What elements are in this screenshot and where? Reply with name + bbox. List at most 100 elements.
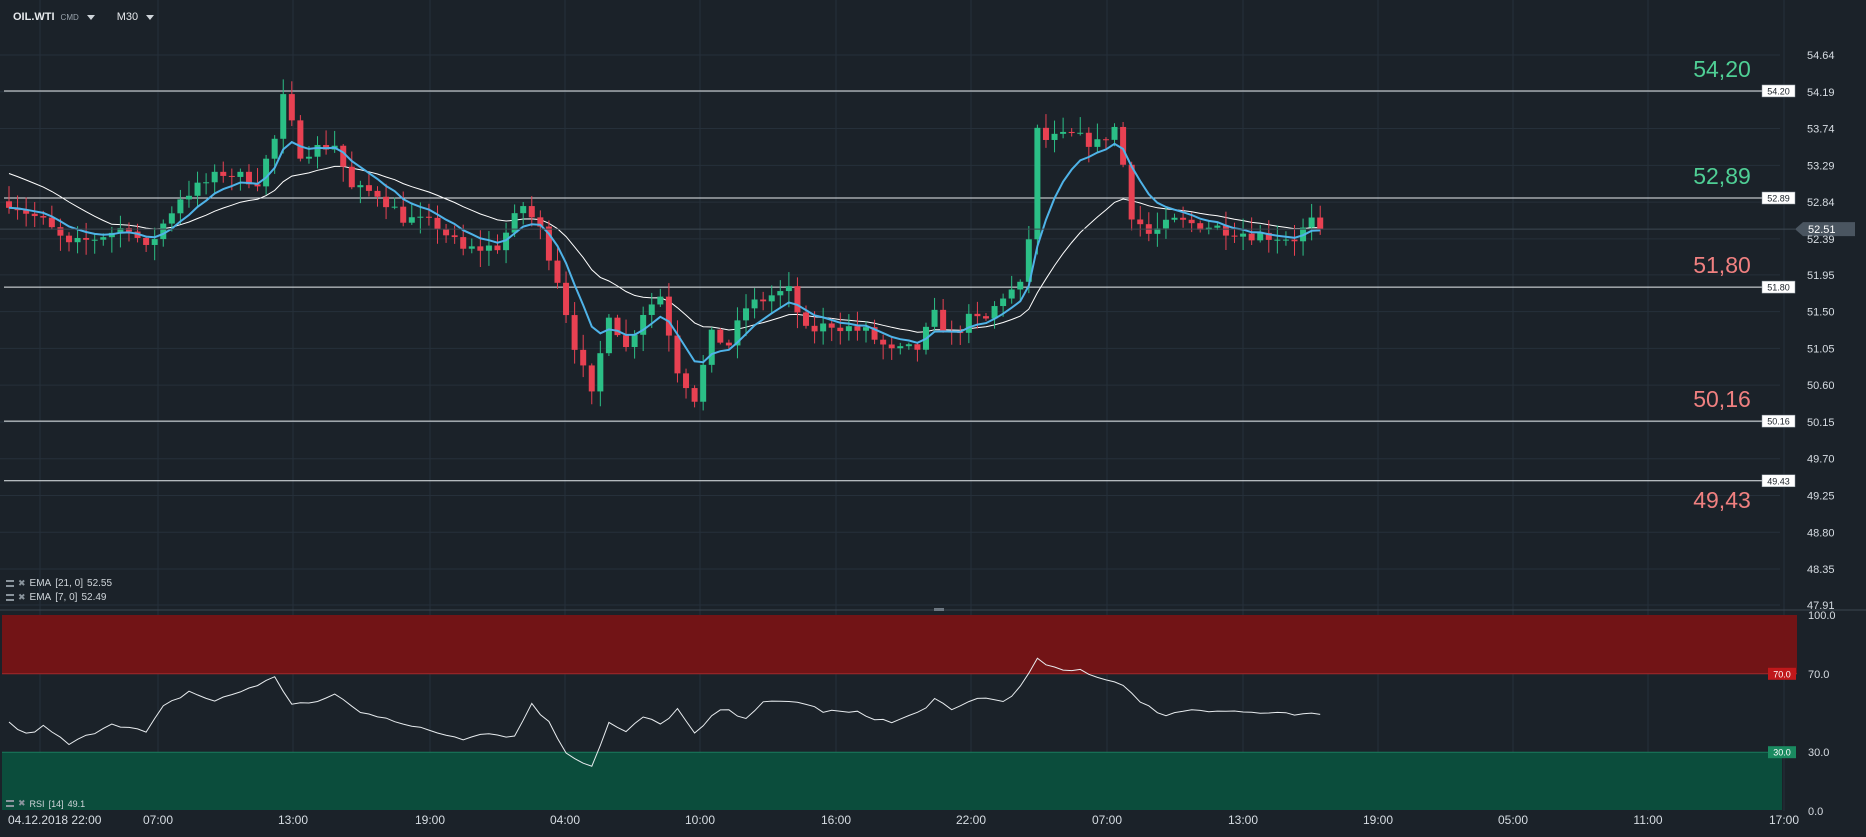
candles[interactable]: [6, 79, 1324, 411]
ema7-line: [8, 140, 1321, 364]
price-tick-2: 53.74: [1807, 124, 1835, 136]
candle-body-53: [460, 237, 467, 249]
rsi-tick-2: 30.0: [1808, 747, 1829, 759]
price-levels[interactable]: 54.20 54,20 52.89 52,89 51.80 51,80 50.16 50,16…: [4, 56, 1796, 513]
level-tag-1: 52.89: [1767, 194, 1790, 204]
price-tick-1: 54.19: [1807, 87, 1835, 99]
chart-header: OIL.WTI CMD M30: [13, 11, 155, 23]
price-tick-3: 53.29: [1807, 160, 1835, 172]
legend-ema21[interactable]: ✖ EMA [21, 0] 52.55: [6, 578, 112, 589]
time-tick-2: 13:00: [278, 813, 308, 827]
candle-body-68: [588, 365, 595, 392]
candle-body-138: [1188, 219, 1195, 224]
candle-body-94: [811, 325, 818, 332]
legend-ema7[interactable]: ✖ EMA [7, 0] 52.49: [6, 592, 107, 603]
price-tick-0: 54.64: [1807, 50, 1835, 62]
price-tick-6: 51.95: [1807, 270, 1835, 282]
level-label-4: 49,43: [1693, 487, 1751, 513]
candle-body-75: [648, 304, 655, 315]
candle-body-61: [528, 206, 535, 218]
time-tick-13: 17:00: [1769, 813, 1799, 827]
candle-body-19: [168, 213, 175, 224]
close-icon[interactable]: ✖: [18, 798, 26, 808]
candle-body-143: [1231, 235, 1238, 237]
close-icon[interactable]: ✖: [18, 578, 26, 588]
symbol-name[interactable]: OIL.WTI: [13, 11, 55, 23]
legend-rsi[interactable]: ✖ RSI [14] 49.1: [6, 798, 85, 809]
candle-body-42: [365, 185, 372, 191]
candle-body-41: [357, 185, 364, 188]
candle-body-114: [982, 316, 989, 319]
candle-body-33: [288, 94, 295, 121]
level-tag-4: 49.43: [1767, 476, 1790, 486]
time-tick-1: 07:00: [143, 813, 173, 827]
rsi-line: [8, 657, 1321, 767]
price-tick-10: 50.15: [1807, 417, 1835, 429]
settings-icon[interactable]: [6, 580, 14, 587]
grid: [0, 0, 1866, 811]
candle-body-109: [940, 309, 947, 331]
price-tick-12: 49.25: [1807, 490, 1835, 502]
candle-body-117: [1008, 289, 1015, 299]
candle-body-74: [640, 314, 647, 335]
close-icon[interactable]: ✖: [18, 592, 26, 602]
ema21-path: [8, 165, 1321, 333]
candle-body-57: [494, 245, 501, 251]
level-tag-3: 50.16: [1767, 417, 1790, 427]
candle-body-7: [65, 235, 72, 243]
candle-body-10: [91, 239, 98, 241]
candle-body-34: [297, 120, 304, 159]
candle-body-147: [1265, 232, 1272, 240]
market-dropdown-icon[interactable]: [86, 14, 95, 20]
rsi-level-tag-1: 30.0: [1773, 748, 1791, 758]
current-price-tag: 52.51: [1808, 224, 1836, 236]
candle-body-70: [605, 317, 612, 354]
candle-body-88: [760, 299, 767, 302]
candle-body-27: [237, 171, 244, 177]
time-tick-7: 22:00: [956, 813, 986, 827]
candle-body-82: [708, 329, 715, 365]
price-tick-8: 51.05: [1807, 343, 1835, 355]
time-tick-9: 13:00: [1228, 813, 1258, 827]
time-tick-5: 10:00: [685, 813, 715, 827]
candle-body-69: [597, 353, 604, 392]
candle-body-72: [623, 335, 630, 348]
candle-body-145: [1248, 233, 1255, 241]
axes: 54.64 54.19 53.74 53.29 52.84 52.39 51.95 51.50…: [8, 50, 1836, 827]
candle-body-22: [194, 182, 201, 196]
candle-body-50: [434, 217, 441, 230]
time-tick-8: 07:00: [1092, 813, 1122, 827]
price-tick-5: 52.39: [1807, 234, 1835, 246]
candle-body-123: [1060, 131, 1067, 134]
level-tag-box-2: [1761, 280, 1796, 294]
candle-body-89: [768, 295, 775, 302]
candle-body-29: [254, 184, 261, 187]
settings-icon[interactable]: [6, 594, 14, 601]
level-tag-box-3: [1761, 414, 1796, 428]
timeframe-dropdown-icon[interactable]: [146, 14, 155, 20]
candle-body-104: [897, 346, 904, 349]
oversold-zone: [2, 752, 1782, 810]
candle-body-77: [665, 296, 672, 336]
rsi-tick-1: 70.0: [1808, 669, 1829, 681]
candle-body-95: [820, 323, 827, 332]
candle-body-39: [340, 145, 347, 167]
candle-body-32: [280, 94, 287, 139]
candle-body-73: [631, 334, 638, 348]
rsi-level-tag-0: 70.0: [1773, 669, 1791, 679]
candle-body-62: [537, 217, 544, 227]
price-tick-11: 49.70: [1807, 454, 1835, 466]
current-price: 52.51: [0, 222, 1855, 237]
candle-body-135: [1162, 219, 1169, 229]
candle-body-78: [674, 335, 681, 374]
candle-body-100: [863, 327, 869, 331]
candle-body-134: [1154, 228, 1161, 234]
settings-icon[interactable]: [6, 800, 14, 807]
candle-body-30: [263, 158, 270, 187]
rsi-tick-0: 100.0: [1808, 610, 1836, 622]
price-tick-4: 52.84: [1807, 197, 1835, 209]
price-tick-14: 48.35: [1807, 564, 1835, 576]
timeframe-selector[interactable]: M30: [116, 11, 139, 23]
candle-body-99: [854, 326, 861, 331]
